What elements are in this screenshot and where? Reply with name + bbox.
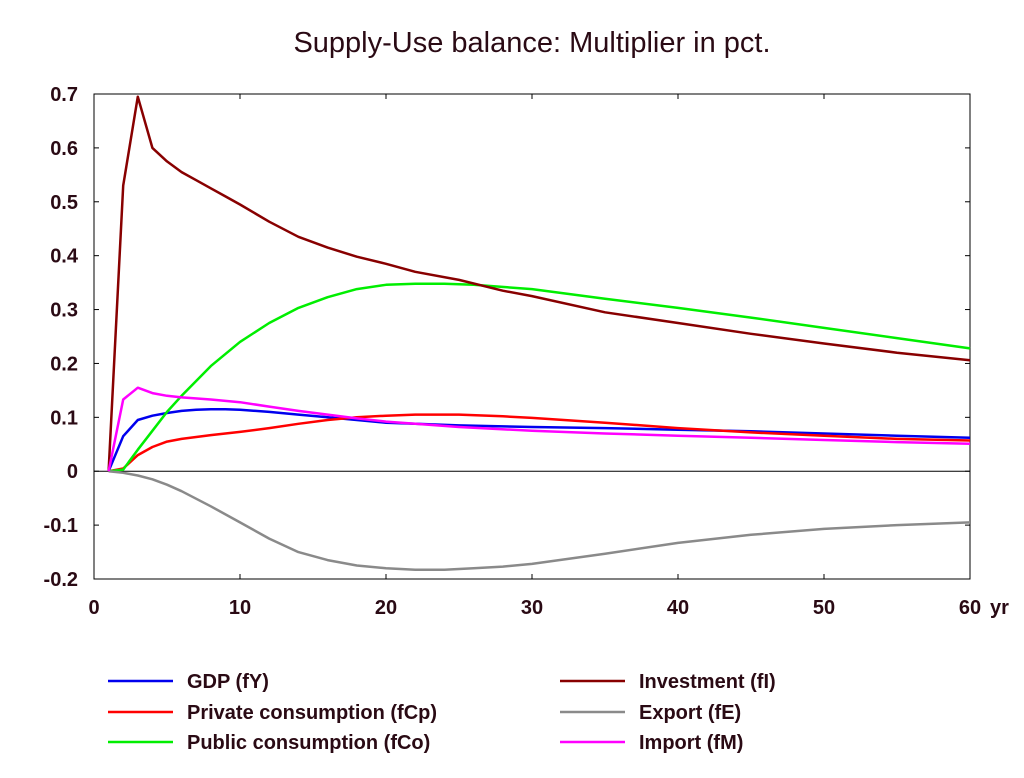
- legend-item: Export (fE): [560, 702, 741, 724]
- y-tick-label: 0.5: [50, 192, 78, 214]
- x-unit-label: yr: [990, 597, 1009, 619]
- x-tick-label: 30: [521, 597, 543, 619]
- axes: -0.2 -0.1 0 0.1 0.2 0.3 0.4 0.5 0.6 0.7 0 10 20 30 40 5…: [44, 84, 1010, 619]
- legend-label: GDP (fY): [187, 671, 269, 693]
- x-tick-label: 10: [229, 597, 251, 619]
- y-tick-label: 0.4: [50, 246, 79, 268]
- series-line-1: [108, 413, 971, 473]
- legend-item: Public consumption (fCo): [108, 732, 430, 754]
- x-tick-label: 0: [88, 597, 99, 619]
- y-tick-label: -0.2: [44, 569, 78, 591]
- legend-item: Private consumption (fCp): [108, 702, 437, 724]
- x-tick-label: 40: [667, 597, 689, 619]
- series-line-5: [107, 386, 971, 472]
- legend: GDP (fY) Private consumption (fCp) Public …: [108, 671, 776, 754]
- series-line-4: [108, 469, 971, 572]
- y-tick-label: 0.6: [50, 138, 78, 160]
- legend-item: Import (fM): [560, 732, 743, 754]
- legend-label: Public consumption (fCo): [187, 732, 430, 754]
- legend-label: Import (fM): [639, 732, 743, 754]
- series-line-3: [107, 95, 971, 472]
- y-tick-label: 0.2: [50, 353, 78, 375]
- series-line-2: [108, 282, 971, 473]
- legend-item: Investment (fI): [560, 671, 776, 693]
- y-tick-label: 0.7: [50, 84, 78, 106]
- series-layer: [107, 95, 971, 572]
- chart-title: Supply-Use balance: Multiplier in pct.: [293, 27, 770, 59]
- plot-frame: [93, 93, 971, 580]
- plot-area: [93, 93, 971, 580]
- y-tick-label: 0.3: [50, 300, 78, 322]
- y-tick-label: 0.1: [50, 407, 78, 429]
- x-tick-label: 20: [375, 597, 397, 619]
- y-tick-label: 0: [67, 461, 78, 483]
- legend-label: Private consumption (fCp): [187, 702, 437, 724]
- legend-item: GDP (fY): [108, 671, 269, 693]
- x-tick-label: 60: [959, 597, 981, 619]
- y-tick-label: -0.1: [44, 515, 78, 537]
- x-tick-label: 50: [813, 597, 835, 619]
- legend-label: Investment (fI): [639, 671, 776, 693]
- legend-label: Export (fE): [639, 702, 741, 724]
